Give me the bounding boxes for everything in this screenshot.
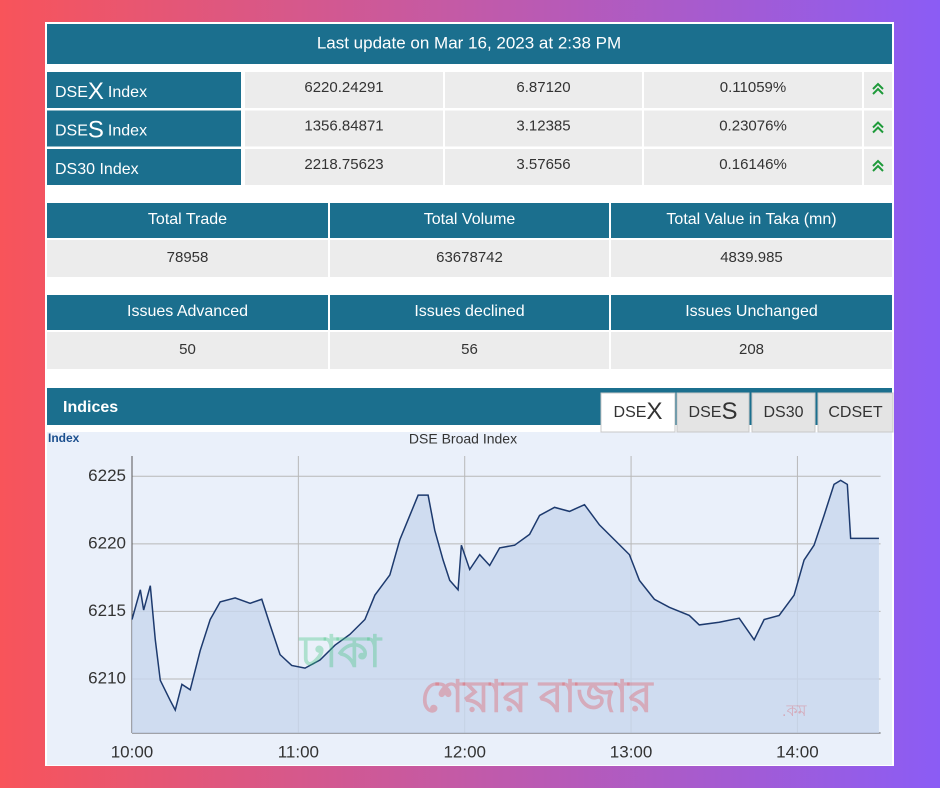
up-arrow-icon — [872, 121, 884, 134]
tab-label[interactable]: DSEX — [614, 398, 663, 425]
index-cell — [644, 149, 862, 185]
y-axis-label: Index — [48, 431, 80, 445]
index-change: 6.87120 — [516, 79, 570, 96]
index-percent: 0.11059% — [720, 79, 786, 96]
x-tick-label: 12:00 — [443, 742, 486, 761]
chart-title: DSE Broad Index — [409, 431, 517, 447]
index-name-part: DS30 Index — [55, 161, 139, 178]
index-name: DS30 Index — [55, 161, 139, 178]
index-change: 3.12385 — [516, 117, 570, 134]
watermark: .কম — [782, 703, 808, 720]
indices-bar — [47, 388, 892, 425]
header-title: Last update on Mar 16, 2023 at 2:38 PM — [317, 33, 621, 52]
table-header: Issues Advanced — [127, 303, 248, 320]
table-value: 50 — [179, 341, 196, 358]
y-tick-label: 6225 — [88, 466, 126, 485]
area — [132, 480, 879, 733]
index-name-part: X — [88, 78, 104, 105]
tab[interactable] — [600, 392, 676, 433]
tab-label[interactable]: DS30 — [763, 404, 803, 421]
table-value: 56 — [461, 341, 478, 358]
index-percent: 0.23076% — [719, 117, 787, 134]
index-value: 6220.24291 — [304, 79, 383, 96]
watermark: শেয়ার বাজার — [420, 673, 654, 722]
tab-label-part: DS30 — [763, 404, 803, 421]
table-value: 78958 — [167, 249, 209, 266]
table-cell — [330, 332, 609, 369]
table-header-cell — [47, 295, 328, 330]
tab-label-part: X — [646, 398, 662, 425]
tab-label-part: DSE — [689, 404, 722, 421]
x-tick-label: 14:00 — [776, 742, 819, 761]
x-tick-label: 13:00 — [610, 742, 653, 761]
table-header-cell — [330, 295, 609, 330]
table-header-cell — [330, 203, 609, 238]
tab[interactable] — [817, 392, 894, 433]
table-cell — [611, 332, 892, 369]
index-name-cell — [47, 149, 241, 185]
y-tick-label: 6220 — [88, 533, 126, 552]
up-arrow-icon — [872, 159, 884, 172]
table-value: 4839.985 — [720, 249, 783, 266]
table-header: Total Value in Taka (mn) — [666, 211, 836, 228]
table-value: 63678742 — [436, 249, 503, 266]
x-tick-label: 11:00 — [278, 742, 319, 761]
table-header-cell — [611, 203, 892, 238]
watermark: ঢাকা — [298, 628, 383, 677]
line — [131, 479, 879, 713]
index-name: DSES Index — [55, 117, 147, 144]
indices-title: Indices — [63, 399, 118, 416]
table-cell — [330, 240, 609, 277]
table-cell — [611, 240, 892, 277]
table-cell — [47, 240, 328, 277]
index-name-part: Index — [108, 123, 147, 140]
index-name-part: S — [88, 117, 104, 144]
index-name-part: DSE — [55, 123, 88, 140]
index-cell — [245, 72, 443, 108]
index-cell — [445, 149, 642, 185]
index-cell — [644, 72, 862, 108]
y-tick-label: 6210 — [88, 668, 126, 687]
table-cell — [47, 332, 328, 369]
index-cell — [445, 110, 642, 147]
table-header-cell — [611, 295, 892, 330]
index-percent: 0.16146% — [719, 156, 787, 173]
y-tick-label: 6215 — [88, 601, 126, 620]
tab-label-part: CDSET — [828, 404, 882, 421]
index-name-cell — [47, 110, 241, 147]
index-cell — [245, 149, 443, 185]
index-change: 3.57656 — [516, 156, 570, 173]
table-header-cell — [47, 203, 328, 238]
up-arrow-icon — [872, 82, 884, 95]
header-bar — [47, 24, 892, 64]
table-header: Total Volume — [424, 211, 516, 228]
tab-label-part: DSE — [614, 404, 647, 421]
table-value: 208 — [739, 341, 764, 358]
tab-label[interactable]: CDSET — [828, 404, 882, 421]
table-header: Issues Unchanged — [685, 303, 818, 320]
tab-label[interactable]: DSES — [689, 398, 738, 425]
index-name-part: Index — [108, 84, 147, 101]
index-cell — [245, 110, 443, 147]
index-cell — [644, 110, 862, 147]
tab-label-part: S — [721, 398, 737, 425]
x-tick-label: 10:00 — [111, 742, 154, 761]
tab[interactable] — [751, 392, 816, 433]
table-header: Issues declined — [414, 303, 524, 320]
index-value: 2218.75623 — [304, 156, 383, 173]
table-header: Total Trade — [148, 211, 227, 228]
tab[interactable] — [676, 392, 750, 433]
index-name-cell — [47, 72, 241, 108]
index-value: 1356.84871 — [304, 117, 383, 134]
index-name-part: DSE — [55, 84, 88, 101]
index-name: DSEX Index — [55, 78, 147, 105]
index-cell — [445, 72, 642, 108]
